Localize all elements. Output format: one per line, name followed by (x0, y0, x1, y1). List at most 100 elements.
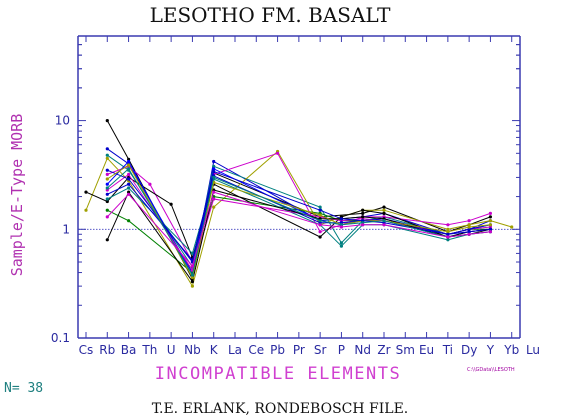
data-point (105, 156, 109, 160)
data-point (190, 275, 194, 280)
data-point (488, 225, 492, 229)
x-tick-label: Sr (314, 343, 327, 357)
x-tick-label: Rb (99, 343, 115, 357)
data-point (127, 186, 131, 190)
data-point (105, 168, 109, 172)
data-point (190, 273, 194, 277)
data-point (190, 251, 194, 255)
data-point (212, 175, 216, 179)
data-point (190, 280, 194, 284)
x-tick-label: Ti (442, 343, 453, 357)
y-axis-label: Sample/E-Type MORB (8, 114, 26, 277)
x-axis-label: INCOMPATIBLE ELEMENTS (155, 364, 401, 384)
data-point (127, 219, 131, 223)
x-tick-label: Zr (377, 343, 390, 357)
data-point (318, 235, 322, 239)
x-tick-label: Cs (79, 343, 94, 357)
data-point (105, 199, 109, 204)
data-point (339, 225, 343, 229)
data-point (467, 225, 471, 229)
data-point (127, 177, 131, 181)
series-line (106, 168, 491, 277)
sample-count: N= 38 (4, 381, 43, 396)
data-point (105, 208, 109, 212)
x-tick-label: K (210, 343, 219, 357)
data-point (105, 172, 109, 176)
data-point (105, 215, 109, 219)
footer-credit: T.E. ERLANK, RONDEBOSCH FILE. (152, 401, 409, 417)
data-point (318, 213, 322, 217)
data-point (212, 190, 216, 194)
data-point (382, 205, 386, 209)
x-tick-label: Y (486, 343, 495, 357)
data-point (105, 182, 109, 186)
data-point (382, 219, 386, 223)
x-tick-label: Nd (354, 343, 371, 357)
x-tick-label: Dy (461, 343, 477, 357)
x-tick-label: Ce (248, 343, 264, 357)
x-tick-label: Sm (396, 343, 415, 357)
x-tick-label: Lu (526, 343, 540, 357)
y-axis-ticks: 0.1 1 10 (51, 35, 520, 345)
data-point (276, 151, 280, 155)
data-point (212, 159, 216, 164)
data-point (127, 163, 131, 167)
data-point (105, 197, 109, 201)
data-point (105, 177, 109, 181)
data-point (105, 119, 109, 123)
data-point (339, 223, 343, 227)
data-point (105, 186, 109, 190)
data-point (105, 192, 109, 196)
y-tick-label: 0.1 (51, 331, 70, 345)
x-tick-label: Eu (419, 343, 434, 357)
data-point (212, 164, 216, 168)
data-point (382, 211, 386, 215)
data-point (84, 190, 88, 194)
data-point (488, 227, 492, 231)
data-point (488, 219, 492, 223)
x-tick-label: P (338, 343, 345, 357)
data-point (190, 264, 194, 268)
data-point (127, 167, 131, 171)
data-point (212, 197, 216, 201)
data-point (318, 219, 322, 223)
x-tick-label: Ba (121, 343, 137, 357)
source-filename: C:\\GData\\LESOTH (467, 367, 515, 373)
data-point (318, 223, 322, 227)
data-point (361, 223, 365, 227)
data-point (169, 202, 173, 206)
data-point (339, 244, 343, 248)
data-point (446, 227, 450, 231)
data-point (361, 215, 365, 219)
data-point (105, 147, 109, 151)
x-tick-label: Yb (503, 343, 519, 357)
x-axis-ticks: Cs Rb Ba Th U Nb K La Ce Pb Pr Sr P Nd Zr Sm Eu Ti Dy Y Yb Lu (79, 36, 540, 357)
data-point (127, 190, 131, 194)
data-point (190, 284, 194, 288)
data-point (446, 232, 450, 236)
data-point (318, 230, 322, 234)
data-point (446, 230, 450, 234)
data-point (212, 169, 216, 174)
data-point (488, 215, 492, 219)
data-point (467, 230, 471, 234)
series-group (84, 119, 514, 288)
data-point (127, 192, 131, 196)
y-tick-label: 10 (55, 114, 70, 128)
data-point (105, 238, 109, 242)
data-point (361, 211, 365, 215)
data-point (318, 208, 322, 212)
data-point (361, 208, 365, 212)
x-tick-label: U (167, 343, 176, 357)
data-point (212, 167, 216, 171)
data-point (467, 219, 471, 223)
data-point (127, 182, 131, 186)
data-point (105, 153, 109, 157)
data-point (382, 208, 386, 212)
data-point (190, 258, 194, 262)
data-point (488, 211, 492, 215)
x-tick-label: La (228, 343, 242, 357)
data-point (446, 238, 450, 242)
data-point (488, 223, 492, 227)
